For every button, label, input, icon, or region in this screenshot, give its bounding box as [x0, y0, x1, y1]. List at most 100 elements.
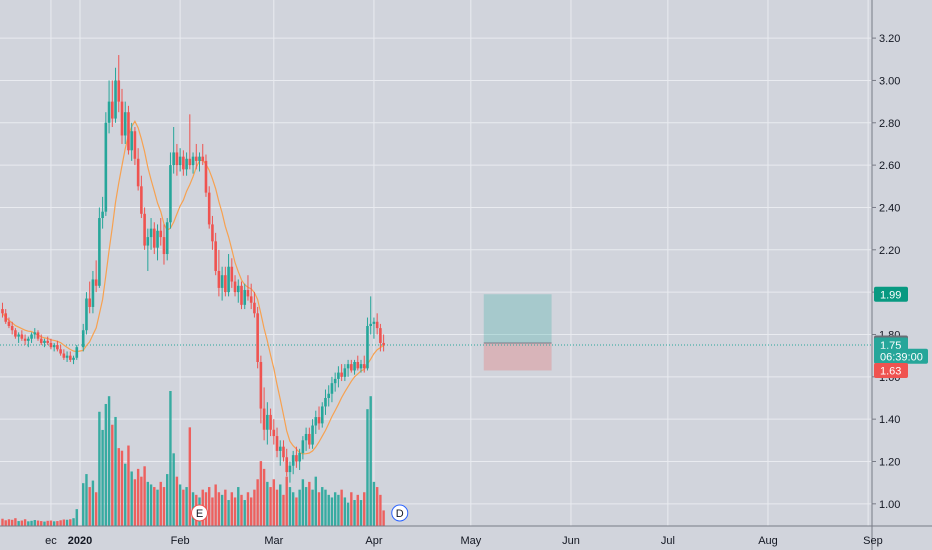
candle-body [178, 156, 182, 166]
volume-bar [275, 489, 279, 526]
candle-body [201, 156, 205, 161]
candle-body [107, 101, 111, 123]
volume-bar [217, 492, 221, 526]
grid [0, 0, 872, 526]
candle-body [39, 338, 43, 343]
candle [114, 67, 117, 123]
time-tick-label: Jun [562, 535, 580, 547]
candle-body [182, 156, 185, 170]
volume-bar [330, 497, 334, 526]
volume-bar [311, 489, 314, 526]
candle [14, 328, 17, 339]
volume-bar [233, 497, 237, 526]
candle [272, 419, 276, 445]
volume-bar [304, 487, 308, 526]
volume-bar [65, 519, 69, 526]
volume-bar [185, 487, 188, 526]
candle-body [81, 330, 85, 348]
candle-body [262, 408, 266, 430]
candle [152, 222, 156, 255]
volume-bar [117, 448, 120, 526]
candle [120, 88, 124, 144]
long-position-tool[interactable] [0, 294, 872, 371]
volume-bar [288, 487, 292, 526]
candle-body [379, 328, 382, 343]
candle-body [224, 275, 227, 293]
volume-bar [49, 520, 53, 526]
candle [301, 436, 305, 460]
candle-body [369, 323, 372, 327]
candle [69, 351, 72, 362]
candle [337, 366, 340, 388]
candle [230, 258, 234, 288]
candle [327, 385, 331, 407]
time-tick-label: Feb [171, 535, 190, 547]
volume-bar [127, 445, 130, 526]
candle [10, 321, 14, 335]
candle-body [188, 158, 192, 166]
time-axis[interactable]: ec2020FebMarAprMayJunJulAugSepOc [45, 535, 932, 547]
candle-body [104, 122, 108, 212]
candle-body [362, 364, 366, 369]
candle [98, 207, 101, 288]
candle [85, 292, 88, 335]
candle [104, 112, 108, 216]
candle [27, 336, 30, 348]
volume-bar [124, 463, 127, 526]
candle-body [46, 340, 49, 343]
volume-bar [20, 520, 24, 526]
candle [140, 175, 143, 219]
candle [324, 389, 327, 415]
volume-bar [188, 427, 192, 526]
candle [346, 359, 350, 377]
price-tick-label: 1.20 [879, 456, 900, 468]
candle [304, 427, 308, 451]
candle-body [117, 80, 121, 102]
candle [275, 427, 279, 458]
volume-bar [43, 521, 46, 526]
volume-bar [88, 487, 91, 526]
candle [333, 372, 337, 392]
candle [243, 283, 247, 310]
volume-bar [317, 492, 321, 526]
price-tick-label: 2.60 [879, 160, 900, 172]
volume-bar [253, 489, 256, 526]
candle [188, 114, 192, 170]
price-axis-background [872, 0, 932, 550]
candle-body [282, 446, 285, 458]
candle-body [382, 342, 385, 346]
event-marker-d: D [391, 504, 409, 522]
candle-body [17, 334, 20, 337]
volume-bar [82, 483, 85, 526]
candle [175, 143, 179, 176]
price-badge: 1.63 [874, 362, 908, 378]
volume-bar [1, 518, 4, 526]
volume-bar [30, 520, 33, 526]
candle [136, 148, 140, 191]
candle-body [298, 453, 301, 462]
volume-bar [321, 487, 324, 526]
volume-bar [75, 509, 78, 526]
candle-body [140, 186, 143, 214]
candle-body [62, 353, 66, 358]
volume-bar [69, 519, 72, 526]
volume-bar [237, 487, 240, 526]
candle-body [143, 213, 146, 246]
candle-body [69, 355, 72, 360]
candle-body [88, 298, 91, 307]
time-tick-label: Jul [661, 535, 675, 547]
candle-body [375, 321, 379, 329]
candle [75, 345, 79, 360]
candle-body [7, 321, 11, 327]
price-tick-label: 2.80 [879, 118, 900, 130]
price-badge-label: 1.63 [880, 365, 901, 377]
candle-body [162, 237, 166, 255]
volume-bar [243, 500, 246, 526]
candle-body [98, 218, 101, 286]
candle [46, 336, 49, 346]
candle [240, 281, 243, 310]
candle-body [301, 440, 305, 454]
candle-body [214, 241, 217, 271]
candle [288, 461, 292, 483]
